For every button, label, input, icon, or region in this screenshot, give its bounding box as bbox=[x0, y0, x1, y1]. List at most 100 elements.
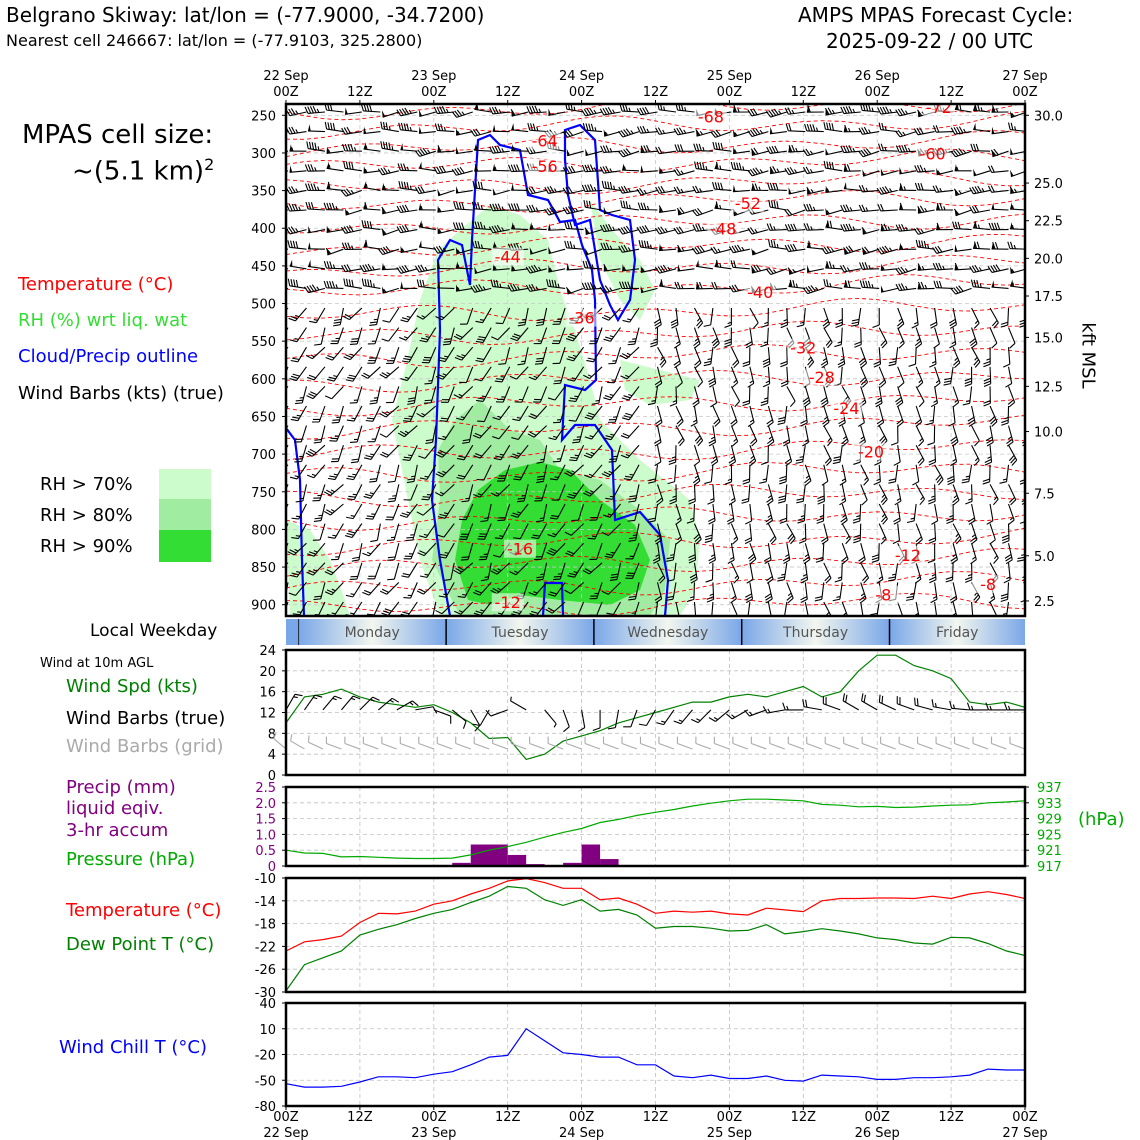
cs-wind-barb bbox=[362, 542, 381, 557]
barb-full bbox=[617, 130, 624, 138]
cs-wind-barb bbox=[859, 366, 869, 388]
barb-full bbox=[606, 612, 614, 615]
barb-staff bbox=[821, 582, 825, 600]
barb-full bbox=[388, 497, 396, 500]
cs-wind-barb bbox=[418, 220, 436, 231]
cs-wind-barb bbox=[403, 582, 418, 599]
cs-wind-barb bbox=[344, 523, 363, 539]
barb-flag bbox=[899, 202, 902, 210]
barb-full bbox=[796, 500, 804, 504]
barb-flag bbox=[936, 222, 939, 230]
cs-wind-barb bbox=[732, 184, 750, 193]
cs-wind-barb bbox=[674, 327, 681, 349]
barb-full bbox=[939, 203, 943, 211]
barb-staff bbox=[714, 207, 732, 211]
barb-half bbox=[480, 205, 483, 210]
barb-full bbox=[567, 104, 571, 110]
cs-wind-barb bbox=[899, 242, 917, 250]
barb-half bbox=[809, 150, 814, 155]
barb-full bbox=[400, 378, 408, 382]
barb-full bbox=[817, 500, 825, 505]
barb-staff bbox=[714, 167, 732, 172]
cs-wind-barb bbox=[931, 503, 939, 525]
barb-full bbox=[730, 161, 734, 170]
barb-full bbox=[418, 455, 426, 459]
barb-half bbox=[742, 166, 745, 171]
cs-wind-barb bbox=[456, 464, 474, 480]
cs-wind-barb bbox=[471, 201, 492, 211]
barb-half bbox=[733, 438, 738, 442]
barb-half bbox=[536, 126, 539, 131]
barb-staff bbox=[558, 327, 566, 344]
barb-half bbox=[370, 453, 375, 456]
barb-half bbox=[974, 356, 978, 361]
barb-full bbox=[489, 146, 494, 154]
barb-staff bbox=[823, 464, 829, 482]
barb-full bbox=[974, 186, 980, 193]
barb-full bbox=[658, 575, 665, 582]
cs-wind-barb bbox=[453, 562, 474, 575]
barb-staff bbox=[386, 425, 400, 438]
barb-full bbox=[368, 104, 373, 112]
barb-full bbox=[861, 247, 867, 254]
barb-staff bbox=[315, 307, 326, 323]
barb-full bbox=[1002, 540, 1010, 544]
barb-full bbox=[840, 224, 845, 232]
barb-full bbox=[462, 441, 470, 444]
barb-full bbox=[724, 481, 732, 485]
barb-full bbox=[705, 579, 713, 583]
barb-staff bbox=[711, 601, 714, 616]
barb-full bbox=[291, 537, 299, 540]
barb-full bbox=[774, 145, 779, 153]
barb-full bbox=[709, 383, 716, 388]
barb-full bbox=[314, 517, 322, 520]
barb-half bbox=[533, 591, 538, 594]
barb-staff bbox=[484, 523, 492, 540]
barb-staff bbox=[541, 347, 548, 364]
cs-wind-barb bbox=[878, 503, 888, 525]
barb-full bbox=[572, 441, 580, 444]
cs-wind-barb bbox=[933, 327, 940, 349]
barb-staff bbox=[381, 189, 399, 191]
cs-wind-barb bbox=[917, 263, 935, 271]
barb-staff bbox=[675, 386, 678, 404]
barb-full bbox=[952, 221, 956, 229]
barb-full bbox=[550, 547, 558, 552]
barb-staff bbox=[825, 209, 843, 216]
barb-half bbox=[795, 147, 798, 152]
barb-half bbox=[717, 248, 721, 253]
barb-staff bbox=[363, 226, 381, 231]
barb-full bbox=[815, 556, 824, 561]
barb-staff bbox=[463, 464, 474, 480]
barb-full bbox=[549, 478, 558, 481]
cs-wind-barb bbox=[359, 263, 381, 273]
cs-wind-barb bbox=[859, 280, 880, 289]
cs-wind-barb bbox=[622, 307, 640, 323]
barb-full bbox=[679, 207, 685, 214]
cs-wind-barb bbox=[769, 166, 787, 175]
cs-wind-barb bbox=[548, 582, 566, 597]
barb-full bbox=[880, 339, 887, 346]
barb-staff bbox=[862, 229, 880, 235]
barb-staff bbox=[952, 346, 961, 364]
barb-full bbox=[513, 203, 518, 211]
cs-wind-barb bbox=[796, 307, 806, 328]
barb-full bbox=[838, 422, 846, 427]
barb-staff bbox=[345, 229, 363, 234]
barb-full bbox=[974, 264, 980, 272]
barb-full bbox=[475, 320, 483, 324]
barb-full bbox=[367, 279, 370, 287]
barb-staff bbox=[632, 542, 640, 560]
barb-staff bbox=[419, 111, 436, 118]
barb-full bbox=[915, 536, 922, 543]
barb-full bbox=[1008, 454, 1015, 462]
cs-wind-barb bbox=[760, 327, 769, 348]
barb-full bbox=[628, 595, 637, 598]
cs-wind-barb bbox=[708, 543, 716, 564]
barb-full bbox=[654, 380, 662, 386]
temp-label-bg bbox=[707, 219, 740, 238]
barb-full bbox=[366, 417, 375, 420]
barb-full bbox=[766, 497, 773, 503]
barb-staff bbox=[610, 327, 621, 342]
barb-half bbox=[979, 283, 982, 288]
